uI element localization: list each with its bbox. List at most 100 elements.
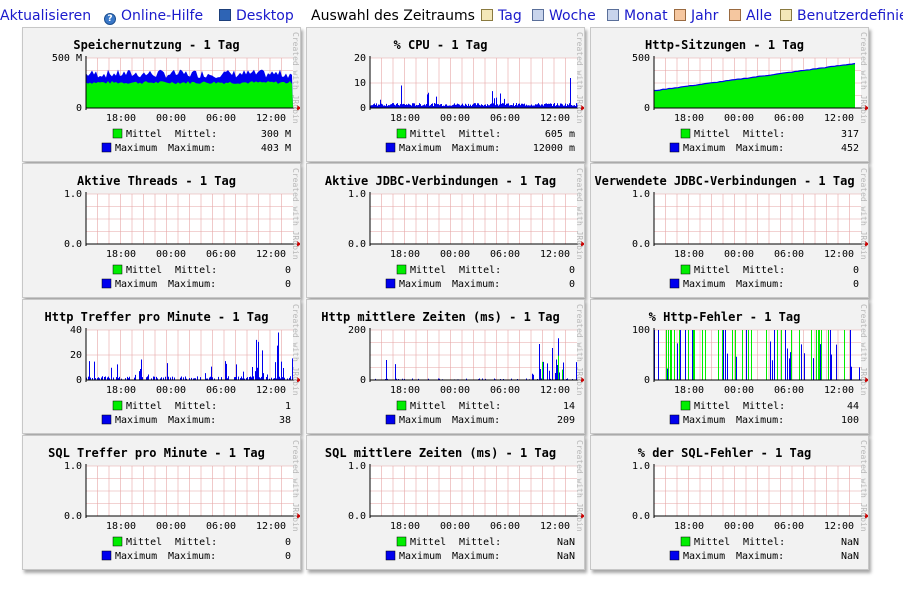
mean-stat-label: Mittel: (743, 401, 785, 412)
x-tick-label: 18:00 (390, 521, 420, 532)
desktop-icon (219, 9, 231, 21)
mean-stat-label: Mittel: (175, 537, 217, 548)
period-custom-text[interactable]: Benutzerdefiniert (797, 8, 903, 24)
legend-mean-swatch (396, 400, 407, 411)
max-stat-label: Maximum: (736, 279, 784, 290)
max-stat-value: 0 (853, 279, 859, 290)
chart-title: SQL Treffer pro Minute - 1 Tag (48, 446, 265, 460)
chart-panel[interactable]: Speichernutzung - 1 Tag 500 M 0 18:00 00:00 0… (22, 27, 301, 162)
max-stat-label: Maximum: (452, 143, 500, 154)
chart-panel[interactable]: % CPU - 1 Tag 20 10 0 18:00 00:00 06:00 12:00 Cr… (306, 27, 585, 162)
period-day-link[interactable]: Tag (481, 8, 522, 24)
legend-max-label: Maximum (683, 551, 725, 562)
refresh-link[interactable]: Aktualisieren (0, 8, 91, 24)
calendar-week-icon (532, 9, 544, 21)
x-tick-label: 06:00 (206, 521, 236, 532)
desktop-link[interactable]: Desktop (219, 8, 294, 24)
legend-max-label: Maximum (683, 279, 725, 290)
chart-panel[interactable]: Http mittlere Zeiten (ms) - 1 Tag 200 0 18:… (306, 299, 585, 434)
x-tick-label: 12:00 (540, 385, 570, 396)
max-stat-label: Maximum: (168, 279, 216, 290)
chart-panel[interactable]: Http Treffer pro Minute - 1 Tag 40 20 0 18:0… (22, 299, 301, 434)
period-day-text[interactable]: Tag (498, 8, 522, 24)
mean-stat-value: 44 (847, 401, 859, 412)
chart-panel[interactable]: SQL mittlere Zeiten (ms) - 1 Tag 1.0 0.0 18… (306, 435, 585, 570)
x-tick-label: 18:00 (674, 249, 704, 260)
watermark-text: Created with JRobin (859, 440, 868, 532)
x-tick-label: 06:00 (490, 113, 520, 124)
chart-title: % der SQL-Fehler - 1 Tag (638, 446, 811, 460)
period-week-text[interactable]: Woche (549, 8, 596, 24)
period-month-text[interactable]: Monat (624, 8, 668, 24)
help-link-text[interactable]: Online-Hilfe (121, 8, 204, 24)
legend-mean-label: Mittel (694, 401, 730, 412)
chart-panel[interactable]: Aktive JDBC-Verbindungen - 1 Tag 1.0 0.0 18… (306, 163, 585, 298)
y-tick-label: 1.0 (632, 189, 650, 200)
legend-max-swatch (101, 414, 112, 425)
period-all-text[interactable]: Alle (746, 8, 772, 24)
period-year-text[interactable]: Jahr (691, 8, 719, 24)
chart-title: Http mittlere Zeiten (ms) - 1 Tag (321, 310, 559, 324)
legend-max-label: Maximum (115, 143, 157, 154)
series-mean-area (654, 63, 855, 108)
legend-mean-label: Mittel (410, 129, 446, 140)
legend-max-label: Maximum (399, 415, 441, 426)
legend-mean-swatch (680, 536, 691, 547)
x-tick-label: 12:00 (256, 521, 286, 532)
chart-panel[interactable]: Verwendete JDBC-Verbindungen - 1 Tag 1.0 0… (590, 163, 869, 298)
mean-stat-label: Mittel: (459, 129, 501, 140)
max-stat-label: Maximum: (736, 415, 784, 426)
desktop-link-text[interactable]: Desktop (236, 8, 294, 24)
y-tick-label: 0.0 (64, 239, 82, 250)
x-tick-label: 12:00 (540, 249, 570, 260)
legend-mean-label: Mittel (410, 401, 446, 412)
legend-mean-swatch (680, 264, 691, 275)
y-tick-label: 100 (632, 325, 650, 336)
period-month-link[interactable]: Monat (607, 8, 668, 24)
x-tick-label: 00:00 (724, 385, 754, 396)
legend-mean-label: Mittel (410, 265, 446, 276)
x-tick-label: 06:00 (774, 521, 804, 532)
chart-title: Http-Sitzungen - 1 Tag (645, 38, 804, 52)
x-tick-label: 06:00 (774, 249, 804, 260)
mean-stat-label: Mittel: (459, 265, 501, 276)
max-stat-value: 12000 m (533, 143, 575, 154)
refresh-link-text[interactable]: Aktualisieren (0, 8, 92, 24)
max-stat-label: Maximum: (736, 143, 784, 154)
max-stat-label: Maximum: (452, 551, 500, 562)
watermark-text: Created with JRobin (859, 304, 868, 396)
period-year-link[interactable]: Jahr (674, 8, 718, 24)
mean-stat-label: Mittel: (459, 537, 501, 548)
x-axis-arrow-icon (865, 241, 868, 247)
legend-mean-swatch (396, 264, 407, 275)
chart-panel[interactable]: Aktive Threads - 1 Tag 1.0 0.0 18:00 00:00 06… (22, 163, 301, 298)
x-tick-label: 00:00 (156, 385, 186, 396)
legend-max-label: Maximum (399, 551, 441, 562)
period-week-link[interactable]: Woche (532, 8, 596, 24)
x-tick-label: 06:00 (774, 385, 804, 396)
chart-panel[interactable]: SQL Treffer pro Minute - 1 Tag 1.0 0.0 18:0… (22, 435, 301, 570)
help-link[interactable]: ? Online-Hilfe (104, 8, 203, 25)
x-axis-arrow-icon (297, 241, 300, 247)
chart-panel[interactable]: Http-Sitzungen - 1 Tag 500 0 18:00 00:00 06:0… (590, 27, 869, 162)
x-axis-arrow-icon (865, 105, 868, 111)
period-all-link[interactable]: Alle (729, 8, 772, 24)
x-tick-label: 00:00 (724, 521, 754, 532)
period-custom-link[interactable]: Benutzerdefiniert (780, 8, 903, 24)
x-tick-label: 06:00 (206, 113, 236, 124)
legend-mean-label: Mittel (410, 537, 446, 548)
mean-stat-label: Mittel: (175, 265, 217, 276)
x-tick-label: 06:00 (490, 521, 520, 532)
chart-panel[interactable]: % der SQL-Fehler - 1 Tag 1.0 0.0 18:00 00:00… (590, 435, 869, 570)
chart-panel[interactable]: % Http-Fehler - 1 Tag 100 0 18:00 00:00 06:00… (590, 299, 869, 434)
calendar-month-icon (607, 9, 619, 21)
mean-stat-value: 0 (853, 265, 859, 276)
mean-stat-value: 605 m (545, 129, 575, 140)
legend-mean-swatch (396, 536, 407, 547)
watermark-text: Created with JRobin (575, 304, 584, 396)
max-stat-label: Maximum: (168, 551, 216, 562)
